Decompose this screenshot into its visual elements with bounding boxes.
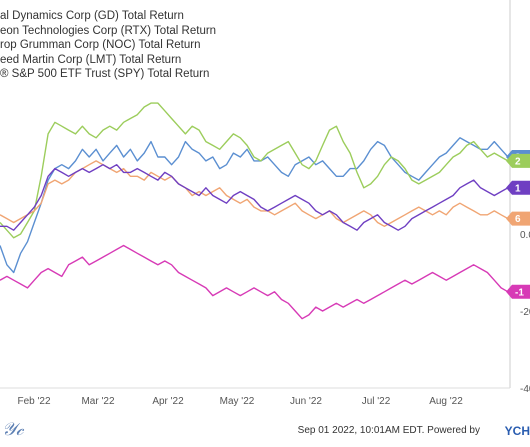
- series-line-1: [0, 102, 509, 239]
- chart-legend: al Dynamics Corp (GD) Total Return eon T…: [0, 9, 216, 82]
- y-tick-label: -40: [520, 384, 530, 395]
- y-tick-label: -20: [520, 307, 530, 318]
- series-end-label-bg: [506, 153, 530, 168]
- legend-label-rtx: eon Technologies Corp (RTX) Total Return: [0, 24, 217, 37]
- ycharts-logo: YCH: [504, 424, 530, 438]
- x-tick-label: May '22: [220, 396, 255, 407]
- series-end-label-bg: [506, 211, 530, 226]
- series-end-label-text: -1: [515, 287, 524, 298]
- x-tick-label: Jul '22: [362, 396, 391, 407]
- series-end-label-4: -1: [506, 284, 530, 299]
- legend-label-spy: ® S&P 500 ETF Trust (SPY) Total Return: [0, 68, 210, 80]
- legend-item-spy: ® S&P 500 ETF Trust (SPY) Total Return: [0, 67, 216, 82]
- watermark-logo-icon: 𝒴𝒸: [2, 419, 24, 440]
- legend-label-lmt: eed Martin Corp (LMT) Total Return: [0, 53, 182, 66]
- x-tick-label: Feb '22: [17, 396, 50, 407]
- footer-timestamp: Sep 01 2022, 10:01AM EDT. Powered by: [297, 425, 480, 436]
- x-tick-label: Aug '22: [429, 396, 463, 407]
- x-tick-label: Jun '22: [290, 396, 322, 407]
- legend-item-lmt: eed Martin Corp (LMT) Total Return: [0, 53, 216, 68]
- series-end-label-1: 2: [506, 153, 530, 168]
- series-end-label-text: 2: [515, 156, 521, 167]
- series-end-label-2: 6: [506, 211, 530, 226]
- legend-label-gd: al Dynamics Corp (GD) Total Return: [0, 10, 184, 22]
- legend-item-rtx: eon Technologies Corp (RTX) Total Return: [0, 24, 216, 39]
- legend-item-noc: rop Grumman Corp (NOC) Total Return: [0, 38, 216, 53]
- series-line-2: [0, 160, 509, 228]
- x-tick-label: Apr '22: [152, 396, 184, 407]
- y-tick-label: 0.0: [520, 230, 530, 241]
- series-end-label-text: 6: [515, 214, 521, 225]
- series-line-4: [0, 244, 509, 320]
- series-end-label-text: 1: [515, 183, 521, 194]
- series-line-0: [0, 137, 509, 274]
- series-line-3: [0, 163, 509, 231]
- x-tick-label: Mar '22: [81, 396, 114, 407]
- series-end-label-3: 1: [506, 180, 530, 195]
- series-end-label-bg: [506, 284, 530, 299]
- chart-footer: 𝒴𝒸 Sep 01 2022, 10:01AM EDT. Powered by …: [0, 414, 530, 442]
- series-end-label-bg: [506, 180, 530, 195]
- legend-item-gd: al Dynamics Corp (GD) Total Return: [0, 9, 216, 24]
- legend-label-noc: rop Grumman Corp (NOC) Total Return: [0, 39, 201, 51]
